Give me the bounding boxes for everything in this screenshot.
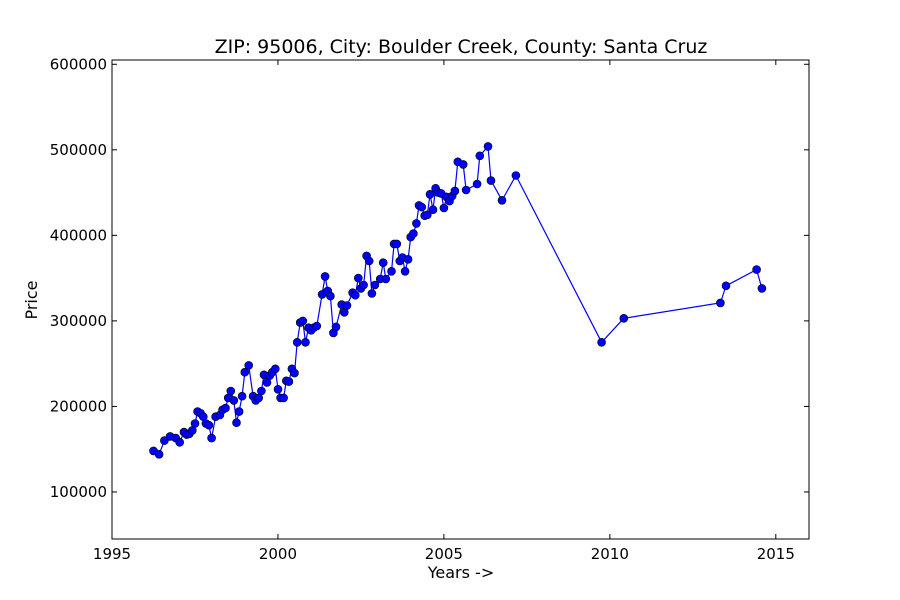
data-point	[359, 280, 368, 290]
data-point	[757, 284, 767, 293]
data-point	[497, 196, 507, 205]
data-point	[292, 337, 302, 347]
data-point	[279, 393, 288, 403]
data-point	[257, 386, 266, 396]
data-point	[428, 205, 438, 214]
data-point	[270, 364, 280, 374]
data-point	[160, 436, 169, 445]
x-axis-label: Years ->	[427, 563, 494, 582]
data-point	[483, 142, 493, 151]
data-point	[207, 433, 216, 443]
data-point	[511, 171, 521, 180]
data-point	[439, 203, 449, 213]
data-point	[364, 256, 374, 266]
data-point	[226, 386, 236, 396]
chart-title: ZIP: 95006, City: Boulder Creek, County:…	[215, 36, 708, 58]
data-point	[392, 239, 402, 249]
data-point	[461, 185, 471, 195]
y-tick-label: 400000	[50, 226, 107, 244]
data-point	[273, 384, 283, 394]
data-point	[229, 396, 239, 405]
data-point	[619, 313, 629, 323]
data-point	[237, 391, 247, 401]
data-point	[412, 219, 421, 228]
data-point	[326, 291, 335, 301]
y-axis-label: Price	[22, 280, 41, 319]
data-point	[422, 210, 432, 220]
data-point	[367, 289, 377, 298]
data-point	[175, 437, 184, 447]
y-tick-label: 200000	[50, 397, 107, 415]
data-point	[752, 265, 761, 274]
data-point	[597, 337, 606, 347]
data-point	[417, 202, 427, 212]
data-point	[409, 229, 418, 238]
data-point	[232, 418, 241, 428]
data-point	[486, 176, 496, 185]
y-tick-label: 100000	[50, 483, 107, 501]
y-axis: 100000 200000 300000 400000 500000 600000	[50, 55, 809, 501]
data-point	[425, 190, 435, 199]
data-point	[387, 266, 396, 276]
data-point	[284, 377, 294, 386]
x-tick-label: 2010	[591, 545, 629, 563]
data-point	[204, 420, 214, 430]
series-layer	[149, 142, 767, 459]
data-point	[370, 280, 380, 290]
data-point	[312, 321, 322, 331]
data-point	[320, 272, 330, 281]
plot-area	[111, 59, 810, 540]
data-point	[400, 266, 410, 276]
data-point	[301, 337, 310, 347]
x-tick-label: 2015	[757, 545, 795, 563]
data-point	[221, 403, 230, 413]
y-tick-label: 300000	[50, 312, 107, 330]
data-point	[721, 281, 731, 291]
data-point	[458, 160, 468, 169]
data-point	[190, 419, 200, 428]
data-point	[244, 361, 253, 370]
data-point	[716, 298, 725, 308]
data-point	[331, 322, 341, 332]
data-point	[378, 258, 388, 268]
data-point	[350, 290, 360, 300]
data-point	[298, 316, 308, 326]
data-point	[290, 368, 299, 378]
x-axis: 1995 2000 2005 2010 2015	[93, 60, 795, 563]
data-point	[475, 151, 485, 161]
data-point	[450, 186, 460, 196]
data-point	[381, 274, 391, 284]
data-point	[342, 301, 352, 310]
data-point	[472, 179, 482, 189]
x-tick-label: 2000	[259, 545, 297, 563]
data-point	[240, 367, 250, 377]
x-tick-label: 1995	[93, 545, 131, 563]
y-tick-label: 500000	[50, 141, 107, 159]
data-point	[403, 254, 413, 264]
x-tick-label: 2005	[425, 545, 463, 563]
data-point	[353, 273, 363, 283]
data-point	[234, 407, 244, 416]
y-tick-label: 600000	[50, 55, 107, 73]
data-point	[154, 449, 164, 459]
